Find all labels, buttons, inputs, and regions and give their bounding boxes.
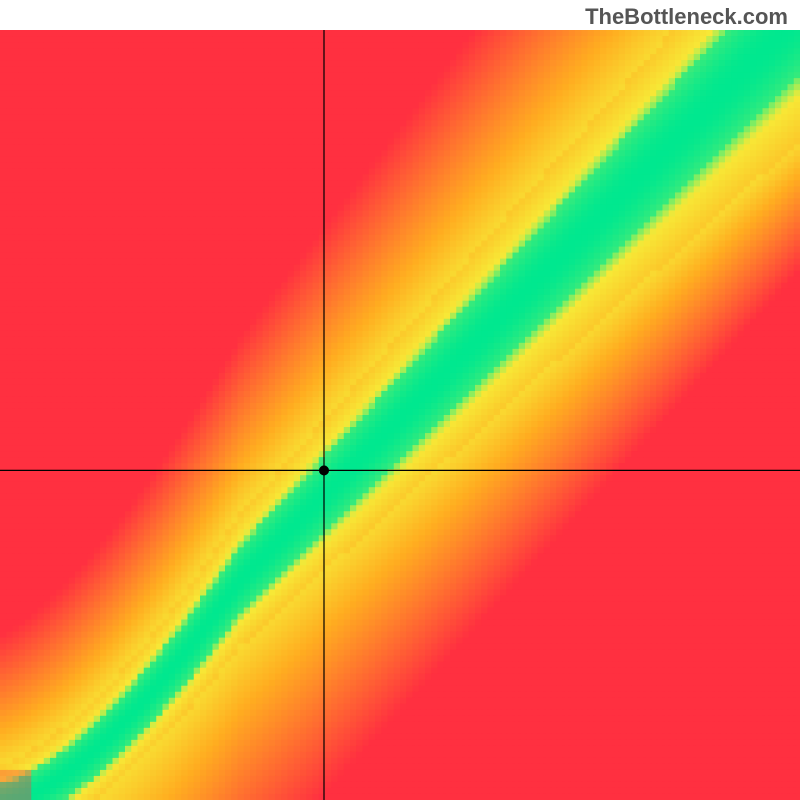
watermark-text: TheBottleneck.com: [585, 4, 788, 30]
chart-container: { "watermark": { "text": "TheBottleneck.…: [0, 0, 800, 800]
bottleneck-heatmap: [0, 0, 800, 800]
